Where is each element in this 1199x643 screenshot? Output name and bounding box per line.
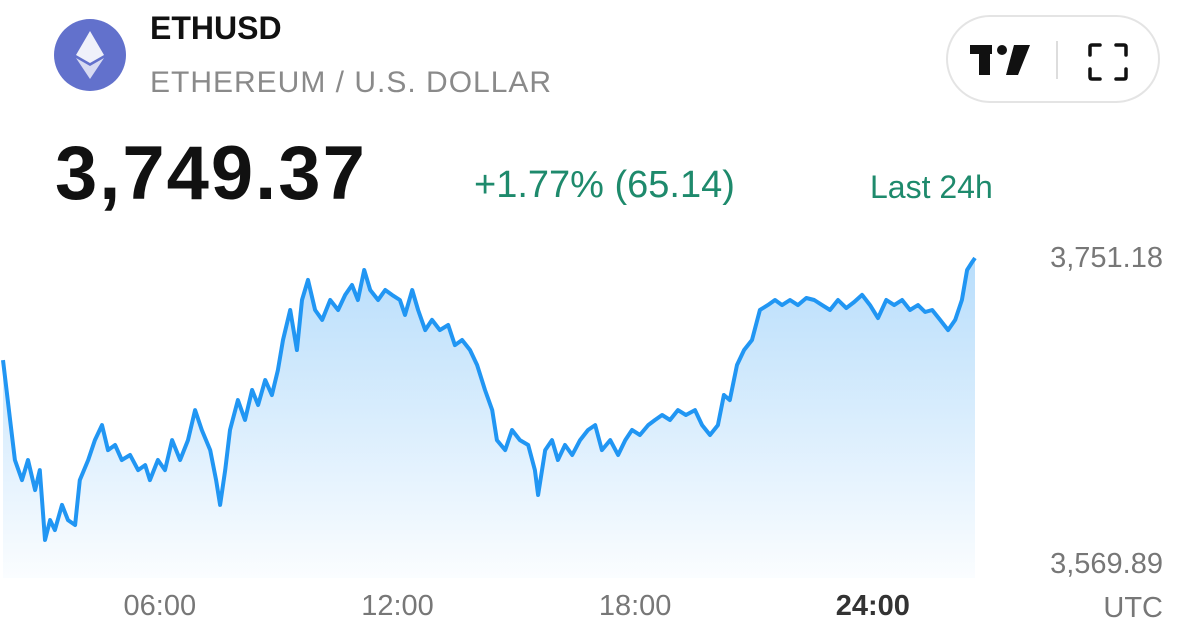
x-tick-label: 18:00 [599,590,672,622]
x-tick-label: 06:00 [124,590,197,622]
x-tick-label: 12:00 [361,590,434,622]
eth-icon [54,19,126,91]
fullscreen-button[interactable] [1088,43,1128,81]
price-line [1,256,977,542]
symbol: ETHUSD [150,10,282,46]
y-tick-label: 3,751.18 [1050,242,1163,274]
period: Last 24h [870,169,993,205]
x-axis-unit: UTC [1103,592,1163,624]
price: 3,749.37 [55,131,367,216]
tradingview-button[interactable] [970,45,1032,77]
x-tick-label: 24:00 [836,590,910,622]
pair-name: ETHEREUM / U.S. DOLLAR [150,66,553,99]
toolbar [946,15,1160,103]
y-tick-label: 3,569.89 [1050,548,1163,580]
change: +1.77% (65.14) [474,164,735,206]
area-fill [3,258,975,578]
